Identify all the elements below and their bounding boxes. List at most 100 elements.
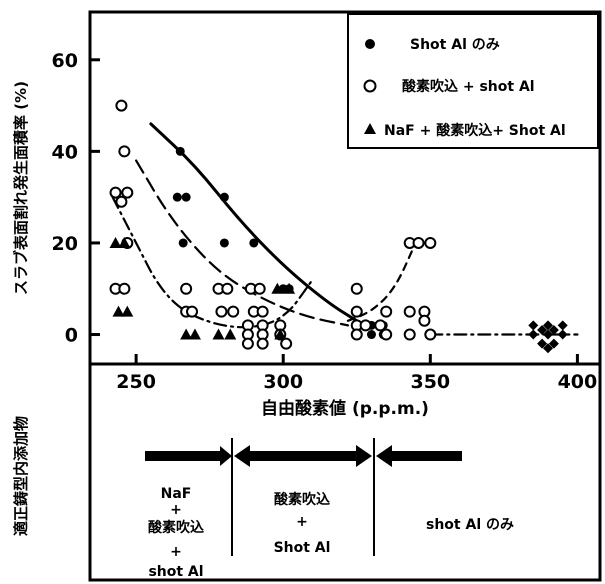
zone-arrows (145, 445, 462, 467)
point-filled-circle (181, 192, 191, 202)
point-filled-circle (249, 238, 259, 248)
point-filled-triangle (109, 236, 122, 248)
point-filled-diamond (548, 338, 559, 349)
legend-marker-filled-circle (365, 39, 375, 49)
point-filled-diamond (528, 320, 539, 331)
point-open-circle (227, 305, 240, 318)
trend-curve (135, 159, 350, 327)
zone-1-text: NaF + 酸素吹込 + shot Al (148, 486, 204, 580)
point-open-circle (253, 282, 266, 295)
point-filled-triangle (224, 328, 237, 340)
point-open-circle (412, 236, 425, 249)
point-filled-triangle (271, 282, 284, 294)
zone-text-line: Shot Al (274, 540, 331, 556)
point-open-circle (359, 319, 372, 332)
point-open-circle (424, 328, 437, 341)
legend-marker-open-circle (363, 79, 377, 93)
point-open-circle (118, 282, 131, 295)
trend-curve (346, 241, 417, 322)
point-filled-circle (219, 192, 229, 202)
point-filled-circle (172, 192, 182, 202)
point-open-circle (256, 305, 269, 318)
point-open-circle (256, 337, 269, 350)
x-axis-label: 自由酸素値 (p.p.m.) (261, 398, 429, 419)
legend-label: NaF + 酸素吹込+ Shot Al (384, 122, 566, 139)
point-filled-diamond (542, 329, 553, 340)
zone-3-text: shot Al のみ (426, 517, 514, 533)
point-open-circle (241, 337, 254, 350)
zone-text-line: shot Al のみ (426, 517, 514, 533)
trend-curve (149, 122, 359, 323)
point-open-circle (403, 305, 416, 318)
y-axis-label: スラブ表面割れ発生面積率 (%) (12, 81, 30, 295)
point-open-circle (115, 99, 128, 112)
point-filled-triangle (274, 328, 287, 340)
point-filled-triangle (212, 328, 225, 340)
legend: Shot Al のみ 酸素吹込 + shot Al NaF + 酸素吹込+ Sh… (347, 13, 599, 149)
axis-ticks: 0 20 40 60 250 300 350 400 (52, 50, 598, 393)
x-tick-label: 400 (558, 371, 598, 393)
point-open-circle (186, 305, 199, 318)
point-open-circle (280, 337, 293, 350)
y-tick-label: 40 (52, 141, 78, 163)
zone-text-line: shot Al (148, 564, 203, 580)
zone-text-line: + (170, 544, 182, 560)
point-open-circle (118, 145, 131, 158)
lower-frame (88, 362, 602, 582)
point-open-circle (350, 282, 363, 295)
zone-bar (248, 451, 358, 461)
zone-2-text: 酸素吹込 + Shot Al (274, 491, 331, 556)
y-tick-label: 0 (65, 325, 78, 347)
point-filled-diamond (528, 329, 539, 340)
point-filled-circle (175, 146, 185, 156)
lower-side-label: 適正鋳型内添加物 (12, 416, 30, 536)
zone-text-line: + (170, 502, 182, 518)
x-tick-label: 350 (410, 371, 450, 393)
point-filled-circle (366, 330, 376, 340)
legend-box (347, 13, 599, 149)
point-filled-triangle (188, 328, 201, 340)
point-filled-triangle (180, 328, 193, 340)
legend-label: Shot Al のみ (410, 37, 500, 53)
point-filled-circle (178, 238, 188, 248)
y-tick-label: 20 (52, 233, 78, 255)
point-filled-circle (219, 238, 229, 248)
point-open-circle (374, 319, 387, 332)
point-open-circle (115, 195, 128, 208)
point-open-circle (215, 305, 228, 318)
point-open-circle (424, 236, 437, 249)
legend-marker-filled-triangle (364, 123, 376, 134)
point-open-circle (350, 328, 363, 341)
point-open-circle (380, 305, 393, 318)
trend-curves (111, 122, 579, 336)
x-tick-label: 250 (116, 371, 156, 393)
point-filled-diamond (548, 324, 559, 335)
point-filled-diamond (542, 320, 553, 331)
zone-arrowhead (220, 446, 232, 466)
zone-bar (390, 451, 462, 461)
zone-text-line: 酸素吹込 (148, 519, 204, 536)
point-filled-diamond (537, 338, 548, 349)
point-open-circle (180, 282, 193, 295)
zone-arrowhead (376, 445, 392, 467)
point-open-circle (221, 282, 234, 295)
x-tick-label: 300 (263, 371, 303, 393)
zone-bar (145, 451, 225, 461)
point-filled-triangle (283, 282, 296, 294)
legend-label: 酸素吹込 + shot Al (402, 78, 535, 95)
point-open-circle (121, 186, 134, 199)
zone-text-line: + (296, 514, 308, 530)
point-filled-diamond (537, 324, 548, 335)
point-open-circle (418, 314, 431, 327)
zone-text-line: NaF (161, 486, 192, 502)
point-open-circle (350, 305, 363, 318)
y-tick-label: 60 (52, 50, 78, 72)
point-filled-diamond (557, 320, 568, 331)
point-filled-diamond (542, 343, 553, 354)
point-filled-diamond (557, 329, 568, 340)
zone-arrowhead (234, 445, 250, 467)
zone-arrowhead (356, 445, 372, 467)
zone-text-line: 酸素吹込 (274, 491, 330, 508)
point-open-circle (403, 328, 416, 341)
